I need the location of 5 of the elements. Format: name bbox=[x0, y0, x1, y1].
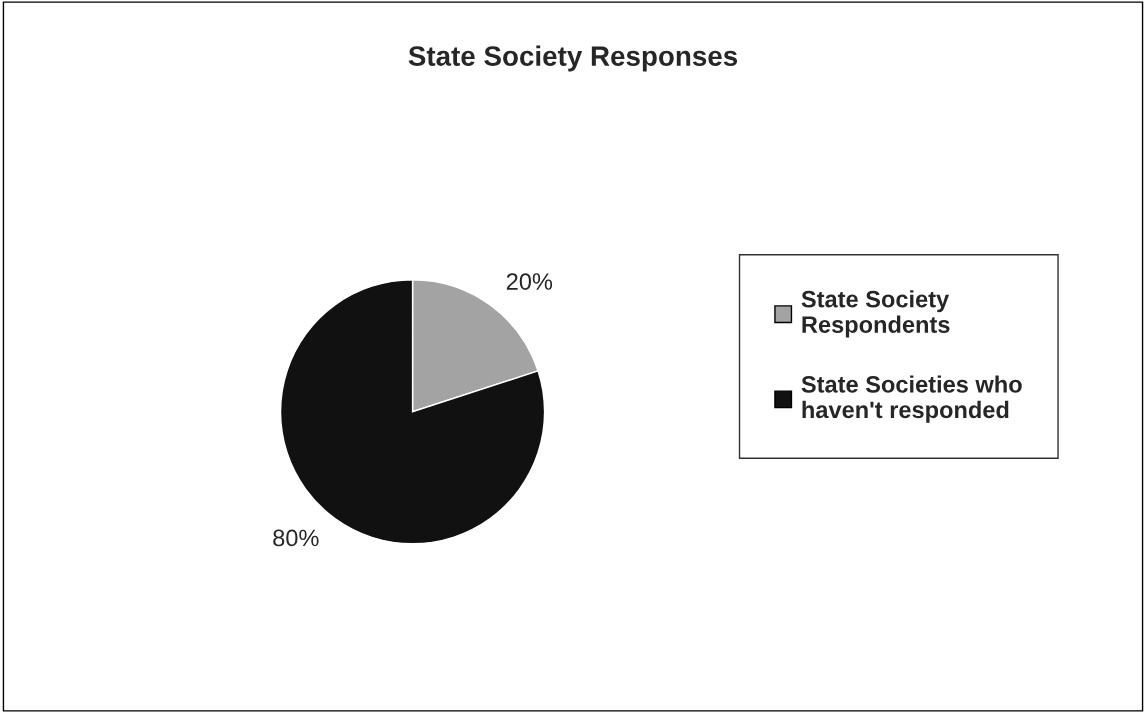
chart-title: State Society Responses bbox=[408, 45, 738, 72]
legend-label: State Society Respondents bbox=[801, 290, 950, 338]
data-label: 20% bbox=[506, 273, 553, 290]
data-label: 80% bbox=[273, 529, 319, 547]
legend-label: State Societies who haven't responded bbox=[801, 375, 1022, 423]
